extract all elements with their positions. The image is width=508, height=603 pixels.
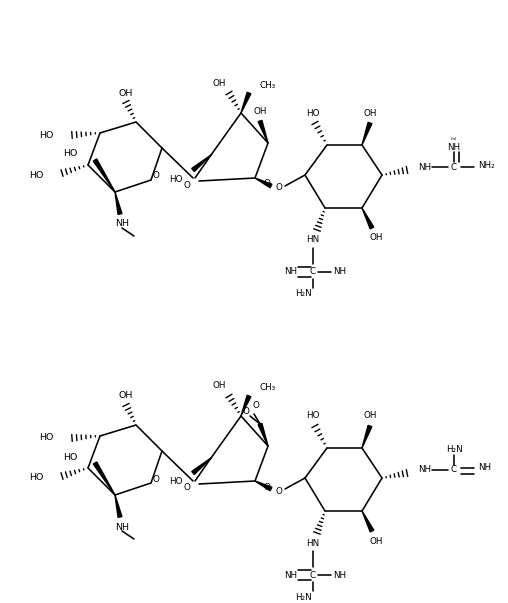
Polygon shape bbox=[362, 122, 372, 145]
Text: OH: OH bbox=[212, 382, 226, 391]
Polygon shape bbox=[255, 481, 272, 491]
Text: C: C bbox=[310, 268, 316, 277]
Text: O: O bbox=[183, 180, 190, 189]
Text: OH: OH bbox=[119, 89, 133, 98]
Text: NH: NH bbox=[418, 162, 431, 171]
Polygon shape bbox=[258, 423, 268, 446]
Text: iml: iml bbox=[451, 137, 457, 141]
Polygon shape bbox=[255, 178, 272, 188]
Text: HO: HO bbox=[40, 130, 54, 139]
Polygon shape bbox=[192, 155, 211, 171]
Text: HO: HO bbox=[40, 434, 54, 443]
Text: OH: OH bbox=[119, 391, 133, 400]
Text: O: O bbox=[264, 180, 270, 189]
Text: HN: HN bbox=[306, 236, 320, 244]
Polygon shape bbox=[115, 192, 122, 215]
Text: O: O bbox=[183, 484, 190, 493]
Text: CH₃: CH₃ bbox=[259, 384, 275, 393]
Text: NH: NH bbox=[333, 570, 346, 579]
Text: O: O bbox=[275, 183, 282, 192]
Text: NH: NH bbox=[448, 142, 461, 151]
Text: HO: HO bbox=[170, 478, 183, 487]
Text: C: C bbox=[310, 570, 316, 579]
Text: NH: NH bbox=[115, 219, 129, 229]
Text: O: O bbox=[252, 402, 260, 411]
Text: NH: NH bbox=[284, 268, 297, 277]
Polygon shape bbox=[362, 425, 372, 448]
Polygon shape bbox=[192, 458, 211, 475]
Text: OH: OH bbox=[363, 109, 377, 118]
Text: NH: NH bbox=[284, 570, 297, 579]
Text: OH: OH bbox=[212, 78, 226, 87]
Text: C: C bbox=[451, 466, 457, 475]
Text: O: O bbox=[275, 487, 282, 496]
Text: HO: HO bbox=[29, 473, 44, 482]
Text: OH: OH bbox=[369, 233, 383, 242]
Text: O: O bbox=[242, 408, 249, 417]
Text: HO: HO bbox=[62, 150, 77, 159]
Text: NH: NH bbox=[418, 466, 431, 475]
Text: OH: OH bbox=[363, 411, 377, 420]
Text: HO: HO bbox=[306, 411, 320, 420]
Text: O: O bbox=[152, 171, 160, 180]
Text: HO: HO bbox=[306, 109, 320, 118]
Text: CH₃: CH₃ bbox=[259, 80, 275, 89]
Text: NH: NH bbox=[478, 464, 491, 473]
Text: NH: NH bbox=[115, 523, 129, 531]
Text: HO: HO bbox=[29, 171, 44, 180]
Text: C: C bbox=[451, 162, 457, 171]
Polygon shape bbox=[362, 511, 374, 532]
Polygon shape bbox=[93, 462, 115, 495]
Text: HO: HO bbox=[62, 452, 77, 461]
Text: H₂N: H₂N bbox=[295, 593, 311, 602]
Polygon shape bbox=[241, 92, 251, 113]
Polygon shape bbox=[93, 159, 115, 192]
Polygon shape bbox=[258, 121, 268, 143]
Text: O: O bbox=[264, 482, 270, 491]
Text: NH: NH bbox=[333, 268, 346, 277]
Text: NH₂: NH₂ bbox=[478, 160, 495, 169]
Text: H₂N: H₂N bbox=[295, 289, 311, 298]
Text: OH: OH bbox=[253, 107, 267, 116]
Text: H₂N: H₂N bbox=[446, 446, 462, 455]
Polygon shape bbox=[362, 208, 374, 229]
Text: HN: HN bbox=[306, 538, 320, 548]
Text: HO: HO bbox=[170, 174, 183, 183]
Polygon shape bbox=[115, 495, 122, 517]
Text: O: O bbox=[152, 475, 160, 484]
Text: OH: OH bbox=[369, 537, 383, 546]
Polygon shape bbox=[241, 395, 251, 416]
